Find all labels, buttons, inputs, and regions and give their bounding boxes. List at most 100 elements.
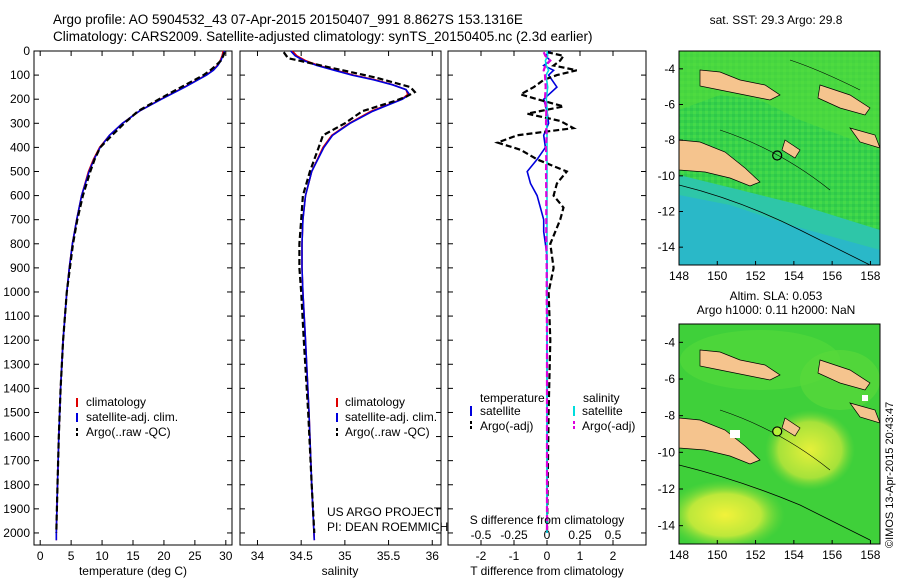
figure-title-line-1: Argo profile: AO 5904532_43 07-Apr-2015 … bbox=[53, 12, 523, 27]
map-lat-label: -12 bbox=[658, 205, 676, 219]
temperature-x-label: temperature (deg C) bbox=[79, 564, 187, 578]
map-lat-label: -10 bbox=[658, 445, 676, 459]
legend-label-climatology: climatology bbox=[345, 395, 405, 409]
depth-tick-label: 700 bbox=[10, 213, 30, 227]
map-lon-label: 148 bbox=[669, 548, 689, 562]
map-lon-label: 152 bbox=[746, 269, 766, 283]
depth-axis: 0 100 200 300 400 500 600 700 800 900 1000 1100 1200… bbox=[3, 44, 232, 540]
map-lat-label: -4 bbox=[664, 62, 675, 76]
depth-tick-label: 2000 bbox=[3, 526, 30, 540]
difference-x-label: T difference from climatology bbox=[470, 564, 624, 578]
x-tick-label: 1 bbox=[577, 549, 584, 563]
map-lat-label: -6 bbox=[664, 98, 675, 112]
s-diff-tick-label: 0 bbox=[544, 528, 551, 542]
map-lon-label: 148 bbox=[669, 269, 689, 283]
difference-series-layer bbox=[494, 50, 577, 534]
s-diff-tick-label: 0.25 bbox=[568, 528, 592, 542]
temperature-panel: 0100200300400500600700800900100011001200… bbox=[3, 44, 233, 578]
map-lon-label: 156 bbox=[822, 269, 842, 283]
figure-title-line-2: Climatology: CARS2009. Satellite-adjuste… bbox=[53, 29, 593, 44]
series-line-temperature-satellite bbox=[526, 50, 558, 533]
x-tick-label: 35.5 bbox=[377, 549, 401, 563]
temperature-x-axis: 0 5 10 15 20 25 30 bbox=[37, 51, 233, 563]
map-lon-label: 154 bbox=[784, 269, 804, 283]
temperature-legend: climatology satellite-adj. clim. Argo(..… bbox=[76, 395, 178, 439]
series-line-satellite-adj-clim bbox=[290, 50, 411, 541]
x-tick-label: 30 bbox=[219, 549, 233, 563]
depth-tick-label: 1300 bbox=[3, 357, 30, 371]
legend-label-sal-satellite: satellite bbox=[582, 404, 623, 418]
depth-tick-label: 1500 bbox=[3, 405, 30, 419]
map-lon-label: 158 bbox=[860, 269, 880, 283]
depth-tick-label: 900 bbox=[10, 261, 30, 275]
x-tick-label: -1 bbox=[509, 549, 520, 563]
legend-title-temperature: temperature bbox=[480, 391, 545, 405]
depth-tick-label: 1700 bbox=[3, 454, 30, 468]
s-diff-tick-label: -0.25 bbox=[500, 528, 528, 542]
map-lon-label: 156 bbox=[822, 548, 842, 562]
depth-tick-label: 600 bbox=[10, 189, 30, 203]
sla-map-subtitle: Argo h1000: 0.11 h2000: NaN bbox=[697, 303, 856, 317]
x-tick-label: 0 bbox=[37, 549, 44, 563]
legend-label-sal-argo: Argo(-adj) bbox=[582, 419, 635, 433]
depth-tick-label: 0 bbox=[23, 44, 30, 58]
map-lon-label: 154 bbox=[784, 548, 804, 562]
depth-tick-label: 1600 bbox=[3, 430, 30, 444]
depth-tick-label: 300 bbox=[10, 116, 30, 130]
depth-tick-label: 1000 bbox=[3, 285, 30, 299]
x-tick-label: 10 bbox=[95, 549, 109, 563]
x-tick-label: 15 bbox=[126, 549, 140, 563]
depth-tick-label: 800 bbox=[10, 237, 30, 251]
sst-map-image bbox=[679, 51, 880, 265]
map-lon-label: 150 bbox=[707, 548, 727, 562]
legend-label-argo: Argo(..raw -QC) bbox=[86, 425, 171, 439]
pi-credit: PI: DEAN ROEMMICH bbox=[327, 520, 448, 534]
difference-legend: temperature salinity satellite Argo(-adj… bbox=[470, 391, 635, 433]
legend-label-climatology: climatology bbox=[86, 395, 146, 409]
difference-x-axis: -2 -1 0 1 2 bbox=[476, 51, 617, 563]
legend-label-argo: Argo(..raw -QC) bbox=[345, 425, 430, 439]
sst-argo-position-marker bbox=[772, 150, 783, 161]
x-tick-label: 5 bbox=[68, 549, 75, 563]
series-line-climatology bbox=[291, 50, 409, 541]
series-line-argo-raw-qc bbox=[55, 51, 226, 534]
salinity-legend: climatology satellite-adj. clim. Argo(..… bbox=[336, 395, 437, 439]
difference-s-axis: -0.5 -0.25 0 0.25 0.5 bbox=[471, 528, 622, 542]
salinity-x-axis: 34 34.5 35 35.5 36 bbox=[251, 51, 439, 563]
salinity-y-ticks bbox=[240, 50, 441, 534]
temperature-series-layer bbox=[55, 50, 226, 541]
legend-label-satellite-adj: satellite-adj. clim. bbox=[345, 410, 437, 424]
x-tick-label: 34 bbox=[251, 549, 265, 563]
legend-label-temp-satellite: satellite bbox=[480, 404, 521, 418]
series-line-climatology bbox=[55, 50, 225, 541]
sla-map-frame bbox=[678, 323, 881, 545]
x-tick-label: 35 bbox=[338, 549, 352, 563]
x-tick-label: 2 bbox=[610, 549, 617, 563]
x-tick-label: 36 bbox=[426, 549, 440, 563]
difference-top-label: S difference from climatology bbox=[470, 513, 625, 527]
sla-map-image bbox=[679, 324, 880, 544]
legend-label-temp-argo: Argo(-adj) bbox=[480, 419, 533, 433]
x-tick-label: 0 bbox=[544, 549, 551, 563]
sla-argo-position-marker bbox=[772, 426, 783, 437]
series-line-argo-raw-qc bbox=[282, 51, 417, 534]
map-lat-label: -12 bbox=[658, 482, 676, 496]
depth-tick-label: 1400 bbox=[3, 381, 30, 395]
difference-panel: -2 -1 0 1 2 -0.5 -0.25 0 0.25 0.5 T difference f… bbox=[447, 50, 647, 578]
series-line-salinity-argo-adj bbox=[542, 51, 552, 533]
map-lat-label: -6 bbox=[664, 372, 675, 386]
series-line-satellite-adj-clim bbox=[55, 50, 226, 541]
x-tick-label: 34.5 bbox=[289, 549, 313, 563]
sla-map-panel: Altim. SLA: 0.053 Argo h1000: 0.11 h2000… bbox=[658, 289, 881, 562]
map-lon-label: 152 bbox=[746, 548, 766, 562]
x-tick-label: -2 bbox=[476, 549, 487, 563]
sst-map-axes: 148 150 152 154 156 158 -4 -6 -8 -10 -12 -14 bbox=[658, 62, 881, 283]
depth-tick-label: 1200 bbox=[3, 333, 30, 347]
imos-timestamp: ©IMOS 13-Apr-2015 20:43:47 bbox=[884, 401, 896, 548]
legend-label-satellite-adj: satellite-adj. clim. bbox=[86, 410, 178, 424]
legend-title-salinity: salinity bbox=[583, 391, 620, 405]
sla-map-title: Altim. SLA: 0.053 bbox=[730, 289, 823, 303]
series-line-temperature-argo-adj bbox=[494, 51, 577, 534]
map-lon-label: 158 bbox=[860, 548, 880, 562]
